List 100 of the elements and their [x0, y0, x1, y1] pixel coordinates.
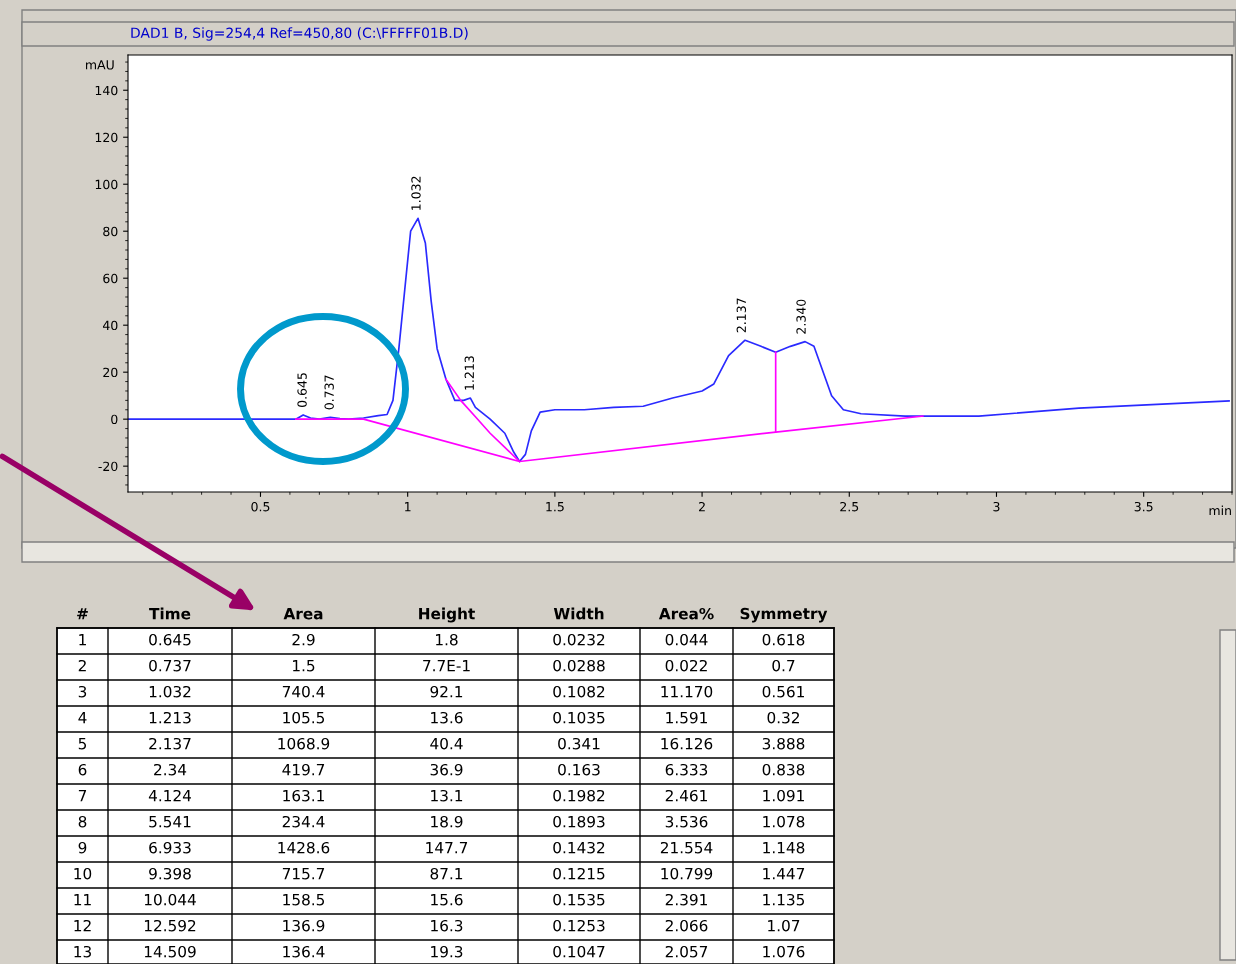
y-tick-label: 20	[103, 367, 118, 378]
text: 21.554	[660, 841, 713, 854]
text: 16.3	[431, 919, 463, 932]
text: 0.0288	[553, 659, 605, 672]
annotation: 2.137	[736, 298, 747, 333]
text: 0.645	[149, 633, 191, 646]
text: 87.1	[430, 867, 463, 880]
text: 0.0232	[553, 633, 605, 646]
x-tick-label: 3.5	[1134, 501, 1153, 512]
text: 1.8	[436, 633, 458, 646]
text: 3	[78, 685, 87, 698]
text: Area	[283, 608, 323, 620]
text: 10	[74, 867, 92, 880]
x-tick-label: 1	[405, 502, 411, 512]
text: 147.7	[426, 842, 468, 854]
text: 2	[78, 659, 86, 672]
text: 16.126	[661, 737, 713, 750]
text: 6.333	[665, 763, 708, 776]
text: 5.541	[149, 816, 191, 828]
text: 234.4	[282, 815, 325, 828]
text: 2.461	[665, 789, 707, 802]
text: 1.148	[763, 841, 805, 854]
text: 0.737	[149, 659, 191, 672]
text: 6.933	[149, 841, 191, 854]
text: 1.032	[149, 685, 191, 698]
text: 0.1047	[553, 945, 605, 958]
text: 19.3	[431, 945, 463, 958]
annotation: 1.032	[411, 176, 421, 210]
text: 3.536	[665, 815, 708, 828]
text: 11.170	[661, 685, 713, 698]
text: 136.4	[283, 945, 325, 958]
text: 0.1982	[553, 789, 605, 802]
text: 11	[74, 894, 91, 906]
text: 7.7E-1	[423, 660, 470, 672]
annotation: 0.737	[324, 375, 334, 410]
text: 10.044	[144, 893, 196, 906]
text: 1068.9	[278, 737, 330, 750]
text: 1.078	[763, 815, 805, 828]
text: 0.561	[762, 685, 804, 698]
annotation: 2.340	[796, 299, 806, 334]
text: 12	[74, 919, 91, 932]
text: 0.1035	[553, 711, 605, 724]
text: 0.1215	[553, 867, 605, 880]
text: 5	[78, 738, 87, 750]
text: 740.4	[282, 685, 325, 698]
text: 1.07	[768, 919, 800, 932]
text: 18.9	[431, 815, 463, 828]
text: 163.1	[283, 789, 324, 802]
text: 14.509	[144, 945, 196, 958]
chart-title: DAD1 B, Sig=254,4 Ref=450,80 (C:\FFFFF01B.D)	[131, 27, 468, 41]
text: 13.1	[431, 789, 463, 802]
text: 3.888	[762, 737, 805, 750]
text: 0.341	[558, 737, 600, 750]
x-tick-label: 1.5	[546, 502, 564, 512]
x-axis-title: min	[1209, 505, 1231, 516]
y-tick-label: 140	[95, 85, 118, 96]
text: 10.799	[661, 867, 713, 880]
text: 40.4	[430, 737, 463, 750]
text: 8	[78, 815, 87, 828]
text: 2.34	[154, 763, 187, 776]
text: 715.7	[282, 868, 325, 880]
text: 0.1432	[553, 841, 605, 854]
annotation: 0.645	[297, 373, 307, 408]
y-tick-label: 40	[102, 320, 118, 331]
text: 9.398	[149, 867, 191, 880]
text: 13.6	[431, 711, 463, 724]
y-tick-label: 120	[95, 132, 118, 143]
text: 13	[74, 945, 91, 958]
text: Area%	[658, 607, 714, 620]
text: 1.447	[763, 868, 805, 880]
text: 0.838	[762, 763, 805, 776]
text: 15.6	[431, 893, 463, 906]
text: 9	[78, 841, 87, 854]
x-tick-label: 2	[699, 501, 705, 512]
text: 4	[78, 712, 87, 724]
y-tick-label: 80	[103, 226, 118, 237]
text: Time	[149, 607, 191, 620]
text: 1.076	[763, 945, 805, 958]
text: 1	[79, 634, 86, 646]
text: 0.1082	[553, 685, 605, 698]
text: 7	[78, 790, 87, 802]
text: 0.618	[762, 633, 805, 646]
text: 419.7	[282, 763, 325, 776]
y-tick-label: 0	[111, 414, 118, 425]
annotation: 1.213	[464, 356, 475, 390]
text: 6	[78, 763, 87, 776]
text: 4.124	[148, 789, 192, 802]
text: 2.391	[665, 893, 707, 906]
text: 2.137	[149, 737, 191, 750]
text: 1.135	[763, 893, 805, 906]
text: 0.022	[665, 659, 707, 672]
y-tick-label: 60	[103, 273, 118, 284]
text: 1428.6	[278, 841, 330, 854]
text: 0.163	[558, 763, 600, 776]
text: 2.057	[665, 945, 708, 958]
text: 0.1253	[553, 919, 605, 932]
text: 2.9	[292, 633, 315, 646]
text: 158.5	[283, 893, 325, 906]
text: 136.9	[283, 919, 325, 932]
x-tick-label: 2.5	[840, 501, 859, 512]
